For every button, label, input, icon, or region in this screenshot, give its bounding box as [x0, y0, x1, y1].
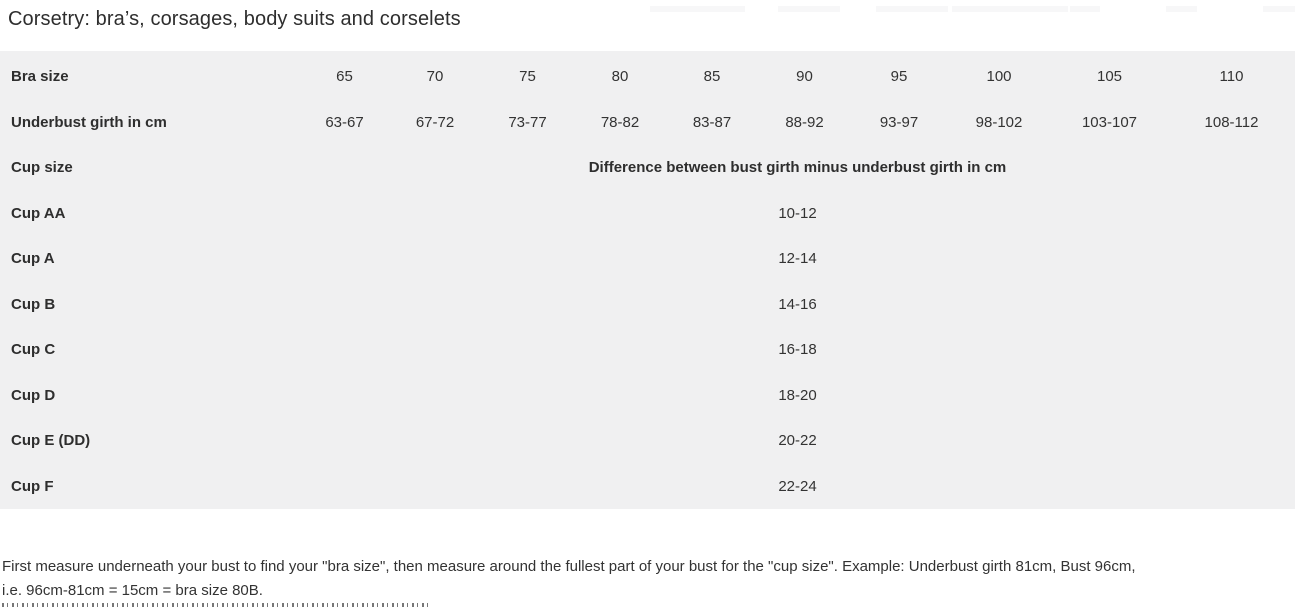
bra-size-value: 110: [1219, 68, 1244, 86]
cropped-element-fragment: [1070, 6, 1100, 12]
bra-size-value: 75: [519, 68, 536, 86]
cup-size-header-row: Cup size Difference between bust girth mi…: [0, 145, 1295, 191]
cup-row: Cup AA 10-12: [0, 191, 1295, 237]
size-chart: Bra size 65 70 75 80 85 90 95 100 105 110 Underbust…: [0, 54, 1295, 509]
instructions-line-1: First measure underneath your bust to fi…: [2, 558, 1136, 575]
bra-size-value: 80: [611, 68, 629, 86]
row-label-cup: Cup B: [11, 295, 56, 313]
cup-difference-value: 22-24: [778, 477, 817, 495]
underbust-value: 73-77: [508, 113, 547, 131]
size-chart-table: Bra size 65 70 75 80 85 90 95 100 105 110 Underbust…: [0, 51, 1295, 509]
row-label-underbust: Underbust girth in cm: [11, 113, 167, 131]
underbust-value: 88-92: [785, 113, 824, 131]
cup-row: Cup F 22-24: [0, 464, 1295, 510]
instructions-line-2: i.e. 96cm-81cm = 15cm = bra size 80B.: [2, 582, 263, 599]
row-label-cup: Cup D: [11, 386, 56, 404]
cup-row: Cup B 14-16: [0, 282, 1295, 328]
bra-size-value: 70: [426, 68, 444, 86]
bra-size-value: 85: [703, 68, 721, 86]
cup-difference-value: 10-12: [778, 204, 817, 222]
cropped-element-fragment: [952, 6, 1068, 12]
page-title: Corsetry: bra’s, corsages, body suits an…: [8, 8, 461, 30]
bra-size-value: 95: [890, 68, 908, 86]
underbust-value: 98-102: [975, 113, 1023, 131]
bra-size-value: 105: [1096, 68, 1123, 86]
underbust-value: 93-97: [879, 113, 919, 131]
cup-row: Cup C 16-18: [0, 327, 1295, 373]
cropped-elements-strip: [0, 6, 1295, 12]
bra-size-value: 100: [986, 68, 1012, 86]
cropped-element-fragment: [1263, 6, 1295, 12]
row-label-cup: Cup F: [11, 477, 54, 495]
cup-row: Cup D 18-20: [0, 373, 1295, 419]
underbust-value: 63-67: [325, 113, 364, 131]
cropped-element-fragment: [876, 6, 948, 12]
row-label-cup: Cup E (DD): [11, 432, 91, 450]
cup-difference-value: 14-16: [778, 295, 817, 313]
cropped-element-fragment: [778, 6, 840, 12]
cup-difference-value: 16-18: [778, 341, 817, 359]
cup-difference-value: 20-22: [778, 432, 817, 450]
row-label-cup: Cup A: [11, 250, 55, 268]
cropped-element-fragment: [1166, 6, 1197, 12]
underbust-value: 103-107: [1081, 113, 1138, 131]
cup-row: Cup A 12-14: [0, 236, 1295, 282]
underbust-value: 83-87: [692, 113, 732, 131]
bra-size-value: 65: [336, 68, 353, 86]
underbust-row: Underbust girth in cm 63-67 67-72 73-77 78-8…: [0, 100, 1295, 146]
bra-size-row: Bra size 65 70 75 80 85 90 95 100 105 110: [0, 54, 1295, 100]
bra-size-value: 90: [796, 68, 813, 86]
row-label-cup-size: Cup size: [11, 159, 73, 177]
cup-difference-value: 18-20: [778, 386, 817, 404]
measurement-instructions: First measure underneath your bust to fi…: [2, 555, 1295, 603]
cup-row: Cup E (DD) 20-22: [0, 418, 1295, 464]
cup-difference-value: 12-14: [778, 250, 817, 268]
row-label-cup: Cup C: [11, 341, 56, 359]
row-label-bra-size: Bra size: [11, 68, 69, 86]
clipped-text-line: [2, 603, 432, 607]
row-label-cup: Cup AA: [11, 204, 66, 222]
cup-size-note: Difference between bust girth minus unde…: [588, 159, 1007, 177]
underbust-value: 108-112: [1204, 113, 1259, 131]
cropped-element-fragment: [650, 6, 745, 12]
underbust-value: 67-72: [415, 113, 455, 131]
underbust-value: 78-82: [600, 113, 640, 131]
